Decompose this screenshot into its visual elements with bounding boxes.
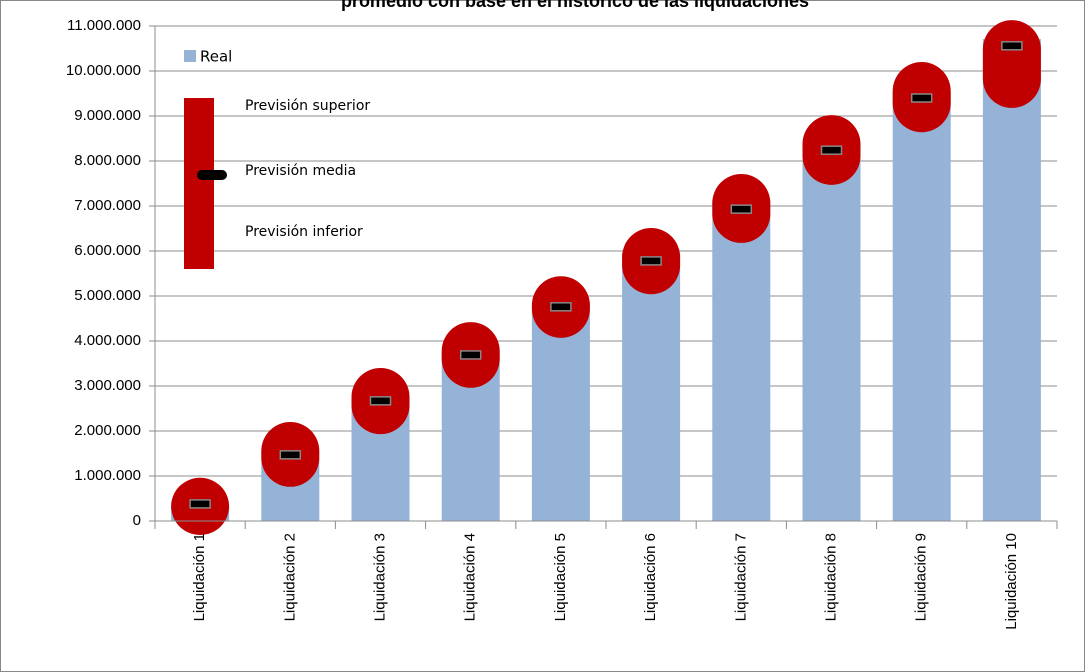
forecast-mid (820, 145, 843, 155)
y-tick-label: 8.000.000 (74, 152, 141, 169)
y-tick-label: 7.000.000 (74, 197, 141, 214)
y-tick-label: 5.000.000 (74, 287, 141, 304)
x-tick-label: Liquidación 8 (822, 533, 839, 621)
x-tick-label: Liquidación 1 (191, 533, 208, 621)
forecast-mid (459, 350, 482, 360)
y-tick-label: 1.000.000 (74, 467, 141, 484)
legend-label: Real (200, 48, 232, 66)
legend-forecast-swatch (184, 98, 214, 269)
legend-label: Previsión inferior (245, 224, 363, 240)
forecast-mid (189, 499, 211, 509)
bar (982, 39, 1041, 522)
x-tick-label: Liquidación 5 (552, 533, 569, 621)
x-tick-label: Liquidación 6 (642, 533, 659, 621)
legend-swatch (184, 50, 196, 62)
bar (802, 142, 861, 521)
y-tick-label: 4.000.000 (74, 332, 141, 349)
forecast-mid (910, 93, 933, 103)
x-tick-label: Liquidación 10 (1003, 533, 1020, 630)
legend-label: Previsión superior (245, 98, 370, 114)
forecast-mid (550, 302, 572, 312)
bar (892, 90, 951, 522)
bar (531, 303, 590, 521)
y-tick-label: 11.000.000 (67, 17, 141, 34)
x-tick-label: Liquidación 4 (462, 533, 479, 621)
x-tick-label: Liquidación 2 (281, 533, 298, 621)
forecast-range (982, 20, 1041, 108)
x-tick-label: Liquidación 7 (732, 533, 749, 621)
y-tick-label: 0 (133, 512, 141, 529)
y-tick-label: 9.000.000 (74, 107, 141, 124)
y-tick-label: 6.000.000 (74, 242, 141, 259)
x-tick-label: Liquidación 9 (913, 533, 930, 621)
chart-title: promedio con base en el histórico de las… (341, 0, 809, 11)
x-tick-label: Liquidación 3 (371, 533, 388, 621)
forecast-mid (640, 256, 662, 266)
forecast-mid (369, 396, 392, 406)
bar (712, 200, 771, 521)
y-tick-label: 2.000.000 (74, 422, 141, 439)
forecast-mid (1001, 41, 1023, 51)
forecast-mid (730, 204, 753, 214)
bar (622, 252, 681, 522)
y-tick-label: 10.000.000 (66, 62, 141, 79)
forecast-mid (279, 450, 302, 460)
y-tick-label: 3.000.000 (74, 377, 141, 394)
legend-label: Previsión media (245, 163, 356, 179)
legend-mid-swatch (197, 170, 227, 180)
